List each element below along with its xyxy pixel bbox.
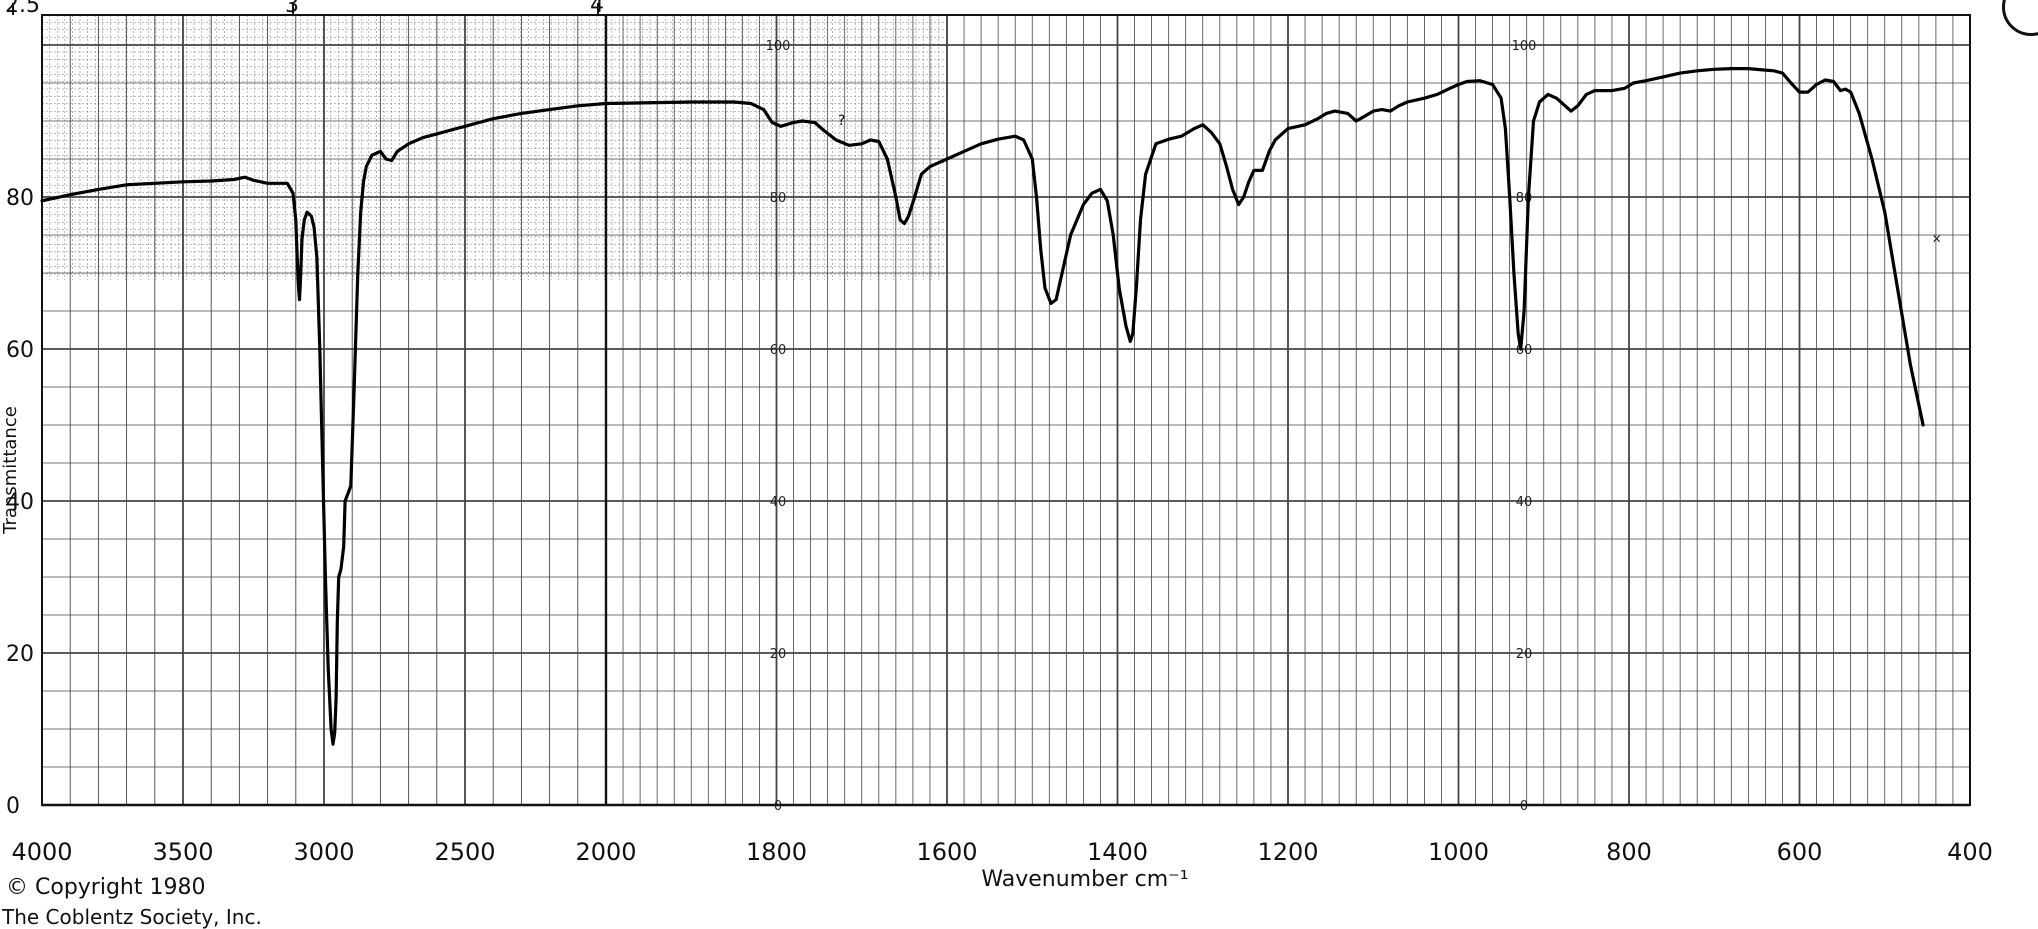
- inner-scale-label: 20: [770, 647, 787, 662]
- inner-scale-label: 40: [770, 495, 787, 510]
- y-tick-label: 20: [6, 642, 34, 667]
- inner-scale-label: 0: [774, 799, 782, 814]
- y-tick-label: 40: [6, 490, 34, 515]
- x-tick-label: 400: [1947, 838, 1993, 866]
- inner-scale-label: 80: [770, 191, 787, 206]
- inner-scale-label: 100: [766, 39, 791, 54]
- publisher-text: The Coblentz Society, Inc.: [2, 905, 262, 929]
- y-tick-label: 80: [6, 186, 34, 211]
- micron-tick-label: 2.5: [5, 0, 40, 18]
- x-tick-label: 1600: [916, 838, 977, 866]
- x-tick-label: 1200: [1257, 838, 1318, 866]
- series-line: [40, 67, 1925, 746]
- x-tick-label: 600: [1777, 838, 1823, 866]
- micron-tick-group: 2.5 3 4: [5, 0, 604, 18]
- inner-scale-label: 60: [770, 343, 787, 358]
- x-tick-label-group: 4000 3500 3000 2500 2000 1800 1600 1400 1200 1000…: [11, 838, 1992, 866]
- copyright-text: © Copyright 1980: [6, 875, 206, 900]
- annotation-question: ?: [838, 113, 845, 129]
- x-tick-label: 2000: [575, 838, 636, 866]
- x-axis-label: Wavenumber cm⁻¹: [981, 867, 1188, 892]
- y-tick-label: 60: [6, 338, 34, 363]
- x-tick-label: 800: [1606, 838, 1652, 866]
- x-tick-label: 3000: [293, 838, 354, 866]
- x-tick-label: 2500: [434, 838, 495, 866]
- inner-scale-label: 100: [1512, 39, 1537, 54]
- micron-tick-label: 4: [590, 0, 604, 18]
- x-tick-label: 1000: [1428, 838, 1489, 866]
- x-tick-label: 1400: [1087, 838, 1148, 866]
- minor-gridlines: [42, 15, 1970, 805]
- x-tick-label: 3500: [152, 838, 213, 866]
- inner-scale-label: 0: [1520, 799, 1528, 814]
- x-tick-label: 1800: [746, 838, 807, 866]
- inner-scale-label: 40: [1516, 495, 1533, 510]
- y-tick-label: 0: [6, 794, 20, 819]
- y-tick-label-group: 0 20 40 60 80: [6, 186, 34, 819]
- y-axis-label: Transmittance: [0, 406, 21, 535]
- x-tick-label: 4000: [11, 838, 72, 866]
- inner-scale-label: 60: [1516, 343, 1533, 358]
- dense-grid-region: [41, 14, 950, 280]
- annotation-cross: ×: [1932, 232, 1942, 246]
- inner-scale-label: 20: [1516, 647, 1533, 662]
- micron-tick-label: 3: [285, 0, 299, 18]
